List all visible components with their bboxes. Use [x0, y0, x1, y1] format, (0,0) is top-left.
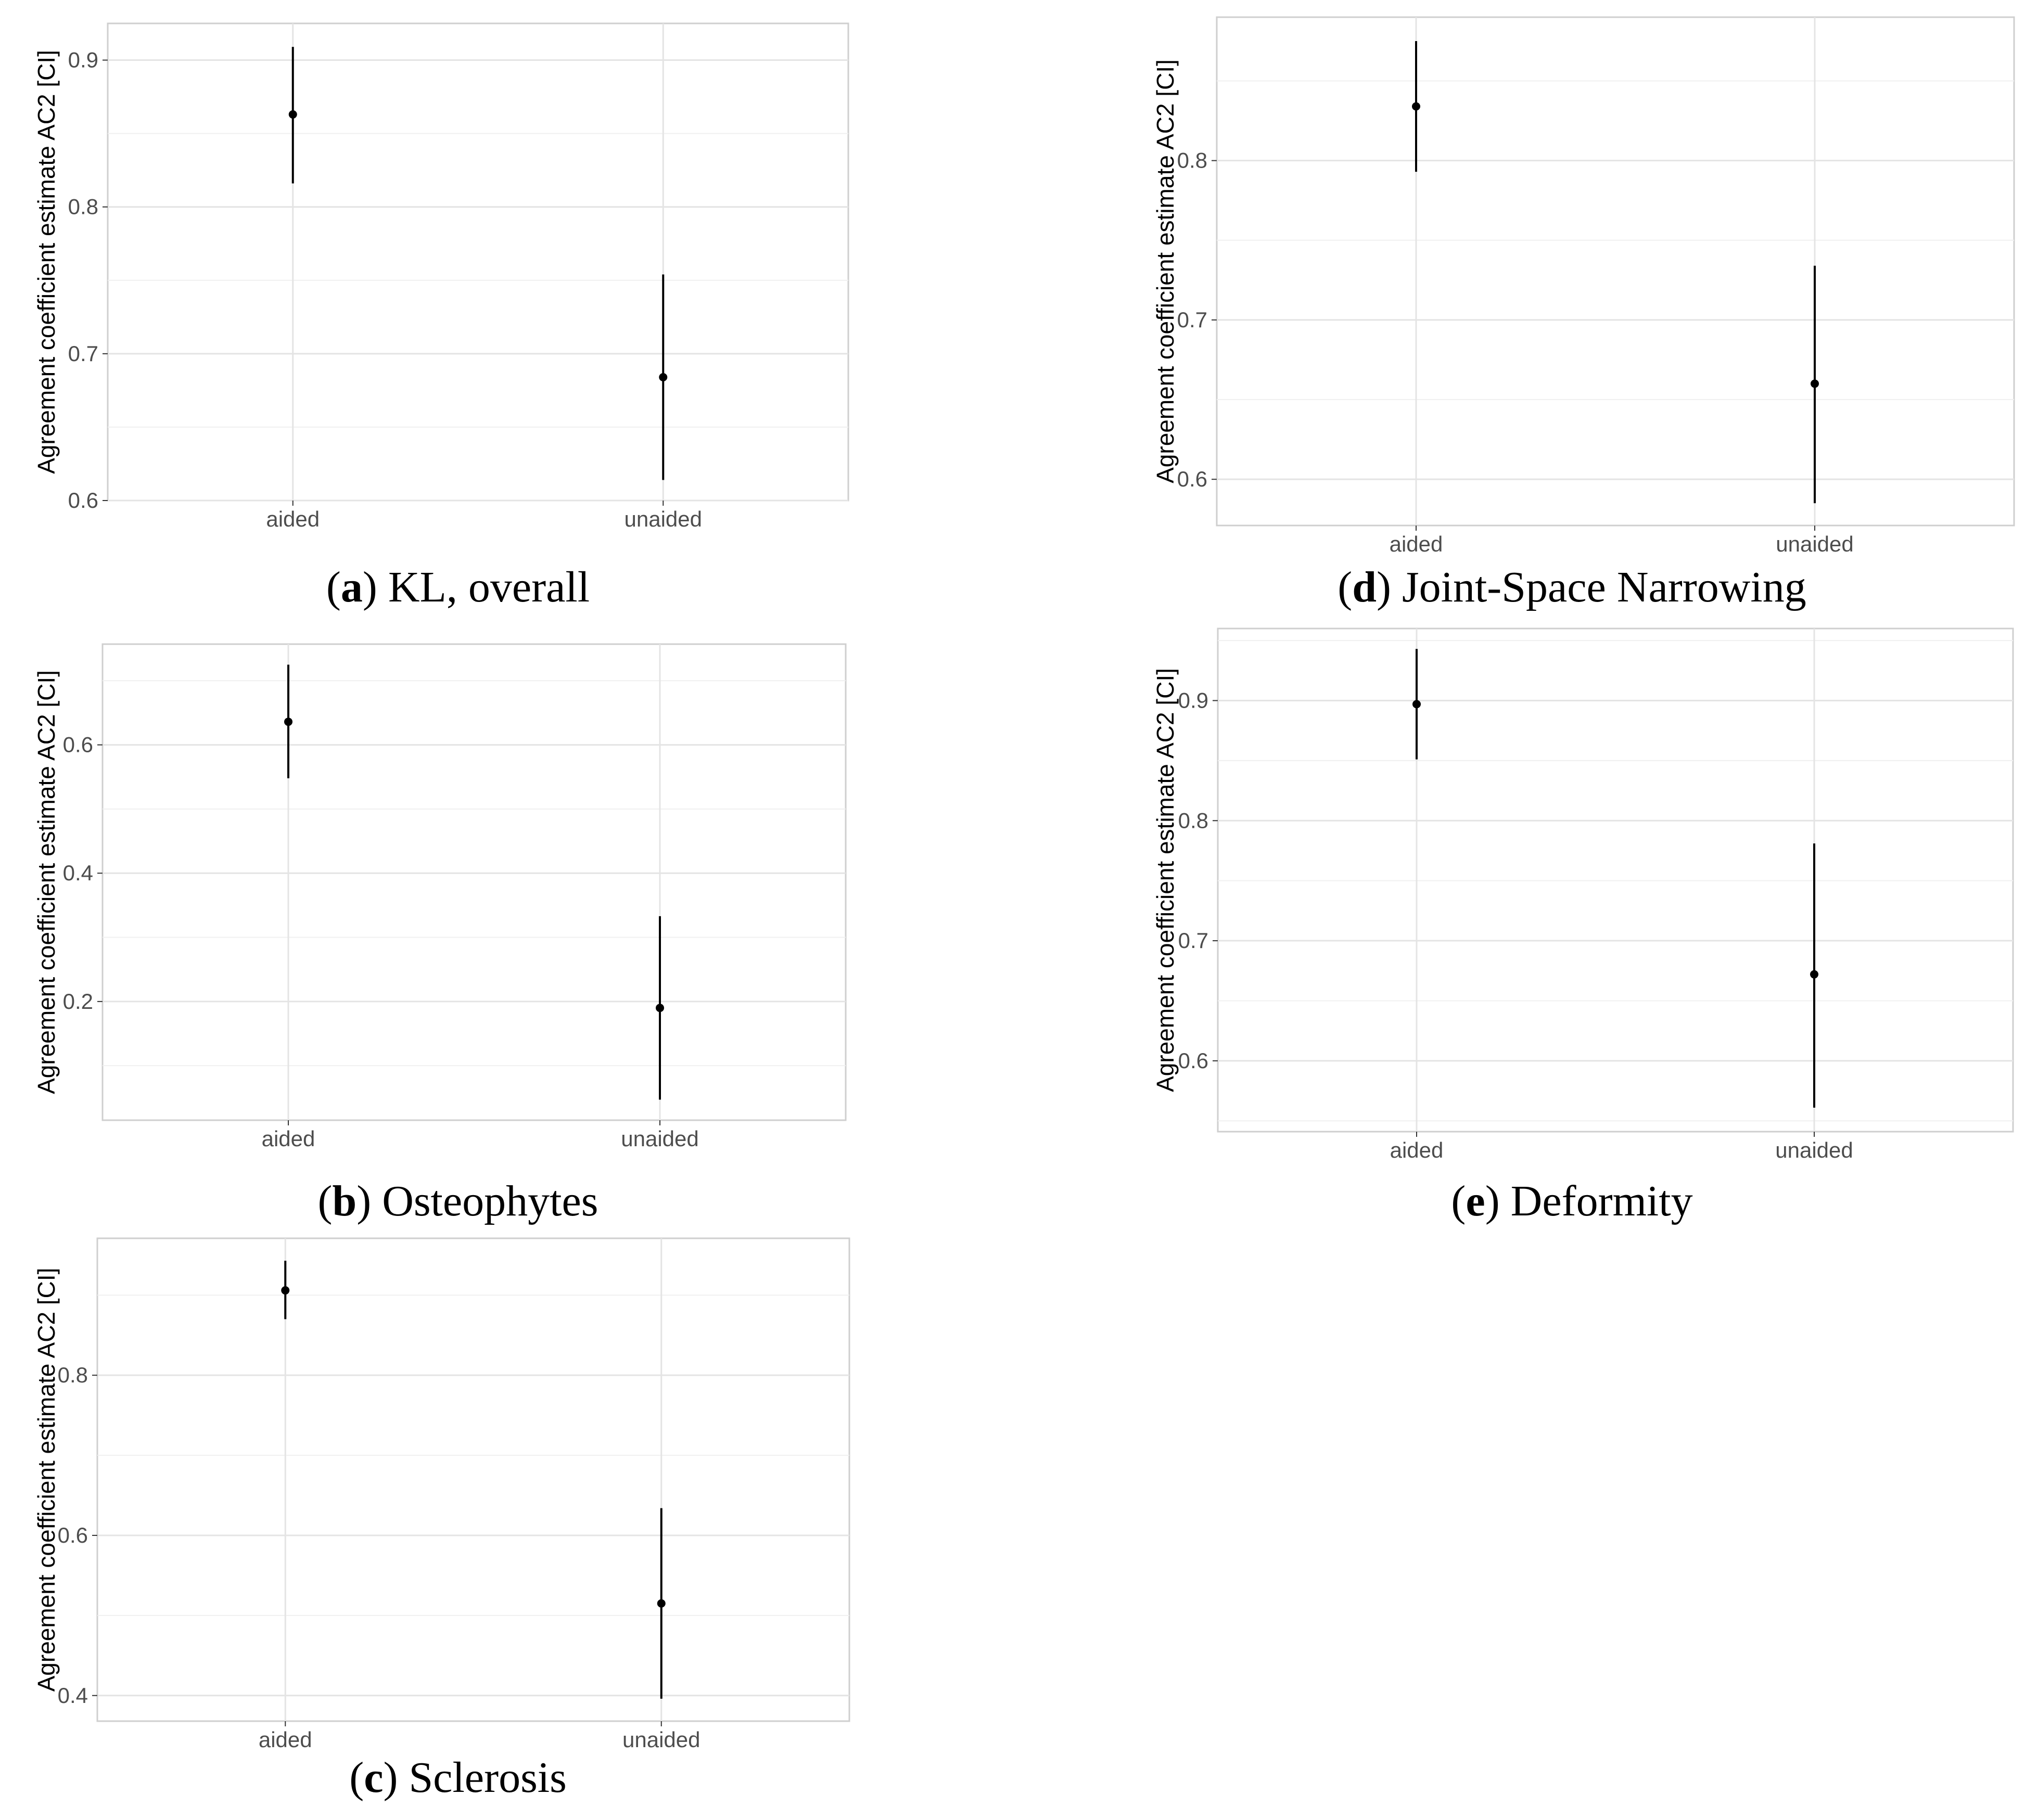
caption-e: (e) Deformity: [1451, 1177, 1693, 1225]
y-axis-label-c: Agreement coefficient estimate AC2 [CI]: [33, 1268, 60, 1692]
estimate-point-b-aided: [284, 717, 292, 726]
caption-c: (c) Sclerosis: [349, 1753, 567, 1802]
y-tick-label-e-1: 0.7: [1178, 928, 1208, 953]
y-tick-label-b-2: 0.6: [63, 733, 93, 757]
x-tick-label-c-aided: aided: [259, 1727, 312, 1752]
x-tick-label-a-unaided: unaided: [625, 507, 702, 531]
caption-text-c: Sclerosis: [409, 1753, 567, 1802]
chart-panel-d: 0.6 0.7 0.8 aided unaided Agreement coefficie…: [1119, 0, 2025, 624]
estimate-point-e-aided: [1412, 700, 1421, 709]
plot-area-c: [96, 1237, 850, 1722]
y-tick-label-e-3: 0.9: [1178, 688, 1208, 712]
caption-text-b: Osteophytes: [382, 1177, 598, 1225]
y-tick-label-c-1: 0.6: [58, 1523, 88, 1547]
y-tick-label-c-0: 0.4: [58, 1683, 88, 1708]
chart-panel-e: 0.6 0.7 0.8 0.9 aided unaided Agreement coeffi…: [1119, 624, 2025, 1233]
x-tick-label-d-aided: aided: [1390, 532, 1443, 556]
estimate-point-c-unaided: [657, 1599, 666, 1608]
x-tick-label-b-aided: aided: [262, 1126, 315, 1151]
estimate-point-e-unaided: [1810, 970, 1818, 979]
y-tick-label-a-1: 0.7: [68, 341, 98, 366]
chart-svg-e: 0.6 0.7 0.8 0.9 aided unaided Agreement coeffi…: [1152, 627, 2014, 1162]
chart-svg-c: 0.4 0.6 0.8 aided unaided Agreement coefficie…: [33, 1237, 850, 1752]
y-axis-label-a: Agreement coefficient estimate AC2 [CI]: [33, 50, 60, 474]
chart-svg-b: 0.2 0.4 0.6 aided unaided Agreement coefficie…: [33, 643, 847, 1151]
x-tick-label-d-unaided: unaided: [1776, 532, 1853, 556]
caption-text-a: KL, overall: [388, 563, 590, 611]
caption-letter-d: d: [1352, 563, 1377, 611]
caption-letter-e: e: [1466, 1177, 1485, 1225]
x-tick-label-c-unaided: unaided: [622, 1727, 700, 1752]
caption-text-e: Deformity: [1510, 1177, 1693, 1225]
estimate-point-d-unaided: [1811, 379, 1819, 388]
caption-d: (d) Joint-Space Narrowing: [1338, 563, 1806, 611]
caption-a: (a) KL, overall: [326, 563, 590, 611]
estimate-point-a-aided: [288, 110, 297, 119]
chart-panel-c: 0.4 0.6 0.8 aided unaided Agreement coefficie…: [0, 1233, 916, 1820]
plot-area-a: [107, 22, 849, 502]
x-tick-label-b-unaided: unaided: [621, 1126, 698, 1151]
plot-area-b: [101, 643, 847, 1121]
estimate-point-b-unaided: [656, 1004, 664, 1012]
y-tick-label-b-0: 0.2: [63, 989, 93, 1014]
y-tick-label-a-0: 0.6: [68, 488, 98, 512]
x-tick-label-e-unaided: unaided: [1775, 1138, 1853, 1162]
estimate-point-c-aided: [281, 1286, 290, 1295]
caption-letter-a: a: [340, 563, 363, 611]
y-tick-label-a-3: 0.9: [68, 48, 98, 72]
chart-panel-a: 0.6 0.7 0.8 0.9 aided unaided Agreement coeffi…: [0, 0, 916, 624]
y-tick-label-e-2: 0.8: [1178, 808, 1208, 832]
chart-svg-d: 0.6 0.7 0.8 aided unaided Agreement coefficie…: [1152, 16, 2015, 556]
plot-area-e: [1217, 627, 2014, 1133]
chart-panel-b: 0.2 0.4 0.6 aided unaided Agreement coefficie…: [0, 624, 916, 1233]
x-tick-label-a-aided: aided: [266, 507, 320, 531]
y-tick-label-d-0: 0.6: [1177, 467, 1207, 491]
caption-letter-b: b: [332, 1177, 357, 1225]
plot-area-d: [1216, 16, 2015, 527]
y-axis-label-d: Agreement coefficient estimate AC2 [CI]: [1152, 59, 1179, 483]
y-tick-label-d-2: 0.8: [1177, 148, 1207, 173]
y-axis-label-b: Agreement coefficient estimate AC2 [CI]: [33, 670, 60, 1094]
estimate-point-a-unaided: [659, 373, 668, 381]
x-tick-label-e-aided: aided: [1390, 1138, 1444, 1162]
y-axis-label-e: Agreement coefficient estimate AC2 [CI]: [1152, 668, 1179, 1092]
estimate-point-d-aided: [1412, 102, 1420, 111]
y-tick-label-c-2: 0.8: [58, 1363, 88, 1387]
caption-letter-c: c: [364, 1753, 384, 1802]
y-tick-label-b-1: 0.4: [63, 861, 93, 885]
chart-svg-a: 0.6 0.7 0.8 0.9 aided unaided Agreement coeffi…: [33, 22, 849, 531]
caption-b: (b) Osteophytes: [317, 1177, 598, 1225]
y-tick-label-e-0: 0.6: [1178, 1048, 1208, 1073]
y-tick-label-a-2: 0.8: [68, 195, 98, 219]
caption-text-d: Joint-Space Narrowing: [1402, 563, 1806, 611]
y-tick-label-d-1: 0.7: [1177, 307, 1207, 332]
